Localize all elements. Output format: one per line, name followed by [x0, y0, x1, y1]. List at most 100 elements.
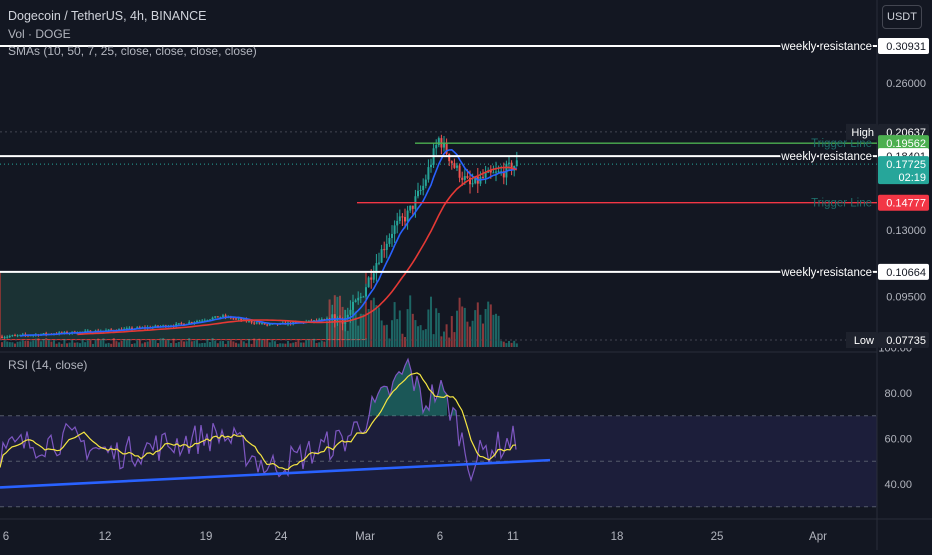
- volume-bar: [250, 343, 253, 347]
- volume-bar: [406, 309, 409, 347]
- volume-bar: [68, 342, 71, 347]
- volume-bar: [476, 302, 479, 347]
- currency-button[interactable]: USDT: [882, 5, 922, 29]
- candle-body: [196, 321, 198, 323]
- candle-body: [154, 325, 157, 327]
- volume-bar: [255, 339, 258, 347]
- tag-low: 0.07735: [886, 335, 926, 347]
- volume-bar: [469, 326, 471, 347]
- tag-low-bg: [878, 332, 929, 348]
- volume-bar: [235, 342, 237, 347]
- tag-current-price: 0.17725: [886, 159, 926, 171]
- rsi-overbought-fill: [414, 375, 417, 416]
- volume-bar: [258, 338, 261, 347]
- volume-bar: [313, 338, 315, 347]
- candle-body: [463, 176, 466, 180]
- volume-bar: [112, 338, 115, 347]
- volume-bar: [131, 343, 133, 347]
- candle-body: [242, 319, 245, 321]
- candle-body: [375, 263, 378, 274]
- volume-bar: [172, 338, 175, 347]
- volume-bar: [29, 341, 32, 347]
- tag-trigger-red: 0.14777: [886, 198, 926, 210]
- volume-bar: [136, 340, 139, 347]
- volume-bar: [219, 341, 222, 347]
- volume-bar: [346, 330, 349, 347]
- volume-bar: [162, 338, 165, 347]
- rsi-overbought-fill: [435, 393, 438, 416]
- candle-body: [466, 176, 469, 178]
- volume-bar: [396, 319, 399, 347]
- volume-bar: [284, 343, 287, 347]
- candle-body: [354, 300, 357, 302]
- volume-bar: [367, 308, 370, 347]
- candle-body: [219, 316, 222, 318]
- tag-high-label: High: [851, 127, 874, 139]
- volume-bar: [222, 340, 224, 347]
- rsi-tick: 40.00: [884, 479, 912, 491]
- volume-bar: [292, 342, 295, 347]
- rsi-legend[interactable]: RSI (14, close): [8, 358, 88, 372]
- rsi-ma-line: [0, 372, 517, 471]
- volume-bar: [484, 309, 487, 347]
- volume-bar: [315, 342, 318, 347]
- candle-body: [209, 319, 211, 321]
- price-tick: 0.26000: [886, 78, 926, 90]
- volume-bar: [198, 343, 201, 347]
- volume-bar: [188, 338, 191, 347]
- sma-legend[interactable]: SMAs (10, 50, 7, 25, close, close, close…: [8, 44, 257, 58]
- volume-bar: [21, 340, 24, 347]
- rsi-tick: 80.00: [884, 388, 912, 400]
- volume-bar: [118, 342, 120, 347]
- candle-body: [469, 177, 471, 185]
- candle-body: [237, 318, 240, 320]
- volume-bar: [482, 323, 484, 347]
- volume-bar: [388, 338, 391, 347]
- volume-bar: [115, 341, 118, 347]
- rsi-trend-line[interactable]: [0, 458, 551, 489]
- candle-body: [393, 225, 396, 234]
- volume-bar: [510, 342, 513, 347]
- tag-current-bg: [878, 156, 929, 185]
- volume-bar: [456, 310, 458, 347]
- volume-bar: [471, 320, 474, 347]
- volume-bar: [359, 313, 362, 347]
- chart-title: Dogecoin / TetherUS, 4h, BINANCE: [8, 9, 207, 23]
- volume-bar: [151, 339, 154, 347]
- candle-body: [370, 277, 373, 280]
- candle-body: [383, 249, 386, 251]
- candle-body: [437, 138, 440, 146]
- rsi-tick: 60.00: [884, 434, 912, 446]
- candle-body: [359, 296, 362, 298]
- volume-bar: [274, 341, 276, 347]
- volume-bar: [432, 334, 435, 347]
- price-tick: 0.09500: [886, 291, 926, 303]
- candle-body: [492, 172, 495, 174]
- volume-bar: [14, 343, 16, 347]
- volume-bar: [331, 320, 334, 347]
- volume-bar: [307, 339, 310, 347]
- volume-bar: [237, 343, 240, 347]
- candle-body: [3, 337, 6, 339]
- candle-body: [357, 297, 360, 301]
- tag-weekly-low-bg: [878, 263, 929, 280]
- volume-legend[interactable]: Vol · DOGE: [8, 27, 71, 41]
- candle-body: [378, 262, 380, 264]
- volume-bar: [214, 340, 217, 347]
- volume-bar: [463, 307, 466, 347]
- candle-body: [157, 325, 159, 327]
- candle-body: [1, 336, 3, 338]
- time-tick: 24: [275, 531, 288, 543]
- volume-bar: [224, 343, 227, 347]
- volume-bar: [190, 341, 193, 347]
- volume-bar: [185, 341, 188, 347]
- volume-bar: [414, 320, 417, 347]
- candle-body: [320, 319, 323, 321]
- volume-bar: [430, 296, 432, 347]
- candle-body: [417, 190, 419, 197]
- candle-body: [261, 322, 263, 324]
- tag-trigger-green: 0.19562: [886, 138, 926, 150]
- volume-bar: [461, 306, 464, 347]
